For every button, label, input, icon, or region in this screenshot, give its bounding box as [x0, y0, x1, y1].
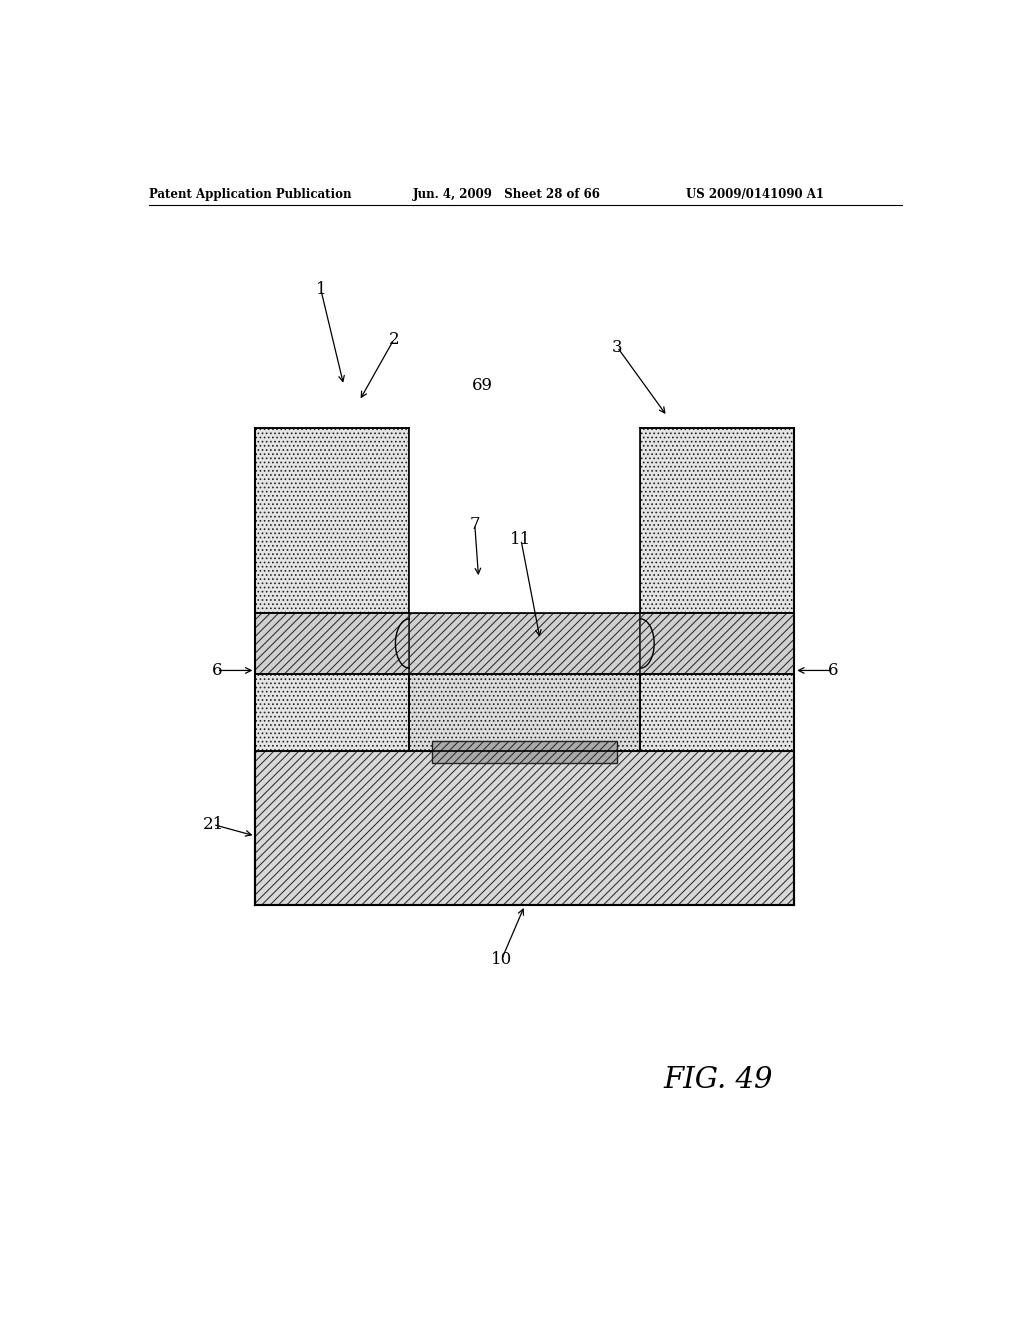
- Text: US 2009/0141090 A1: US 2009/0141090 A1: [686, 187, 824, 201]
- Bar: [410, 675, 640, 751]
- Bar: [432, 742, 617, 763]
- Bar: [410, 428, 640, 612]
- Text: 7: 7: [469, 516, 480, 533]
- Text: FIG. 49: FIG. 49: [664, 1067, 773, 1094]
- Bar: [255, 428, 410, 612]
- Text: Jun. 4, 2009   Sheet 28 of 66: Jun. 4, 2009 Sheet 28 of 66: [413, 187, 601, 201]
- Bar: [640, 612, 795, 675]
- Bar: [255, 675, 410, 751]
- Bar: [640, 428, 795, 612]
- Text: 11: 11: [510, 531, 531, 548]
- Text: 6: 6: [212, 661, 222, 678]
- Text: 3: 3: [612, 338, 623, 355]
- Text: 6: 6: [827, 661, 838, 678]
- Text: Patent Application Publication: Patent Application Publication: [150, 187, 351, 201]
- Bar: [255, 751, 795, 906]
- Text: 1: 1: [315, 281, 326, 298]
- Text: 69: 69: [472, 378, 493, 395]
- Text: 21: 21: [203, 816, 223, 833]
- Text: 10: 10: [492, 950, 512, 968]
- Bar: [640, 675, 795, 751]
- Text: 2: 2: [388, 331, 399, 348]
- Bar: [410, 612, 640, 675]
- Bar: [255, 612, 410, 675]
